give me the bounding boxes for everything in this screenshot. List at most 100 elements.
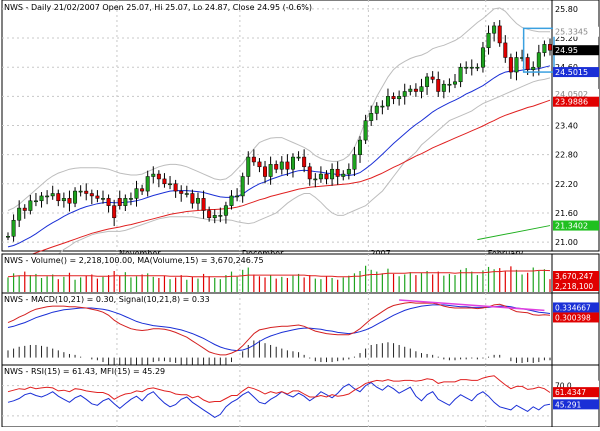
rsi-label-box — [553, 387, 599, 398]
candle-body — [475, 66, 480, 69]
candle-body — [151, 173, 156, 177]
candle-body — [486, 32, 491, 49]
candle-body — [453, 81, 457, 85]
candle-body — [536, 52, 541, 68]
candle-body — [492, 25, 497, 34]
candle-body — [413, 88, 418, 92]
candle-body — [447, 83, 452, 86]
price-value-label-box — [553, 220, 599, 231]
candle-body — [341, 173, 346, 177]
price-tick-label: 25.20 — [555, 34, 578, 43]
candle-body — [508, 57, 513, 73]
candle-body — [123, 198, 128, 206]
candle-body — [89, 193, 94, 197]
candle-body — [145, 176, 150, 192]
candle-body — [246, 156, 251, 177]
rsi-label: 45.291 — [555, 400, 581, 409]
candle-body — [290, 156, 295, 170]
candle-body — [391, 96, 396, 100]
candle-body — [302, 156, 307, 168]
candle-body — [430, 76, 435, 80]
candle-body — [235, 195, 240, 198]
macd-signal-line — [7, 304, 551, 352]
candle-body — [503, 42, 508, 58]
candle-body — [279, 161, 284, 170]
price-value-label-box — [553, 88, 599, 99]
candle-body — [285, 161, 290, 170]
candle-body — [17, 207, 22, 221]
candle-body — [464, 66, 469, 69]
lower-band-line — [7, 77, 551, 284]
candle-body — [240, 176, 245, 197]
candle-body — [324, 173, 329, 180]
price-tick-label: 22.80 — [555, 151, 578, 160]
candle-body — [67, 198, 72, 204]
candle-body — [39, 195, 44, 202]
candle-body — [402, 91, 407, 97]
price-tick-label: 21.60 — [555, 209, 578, 218]
candle-body — [95, 195, 100, 199]
candle-body — [251, 156, 256, 163]
macd-line — [7, 301, 551, 356]
candle-body — [179, 190, 184, 194]
rsi-label: 70.0 — [555, 382, 572, 391]
candle-body — [330, 168, 335, 180]
candle-body — [318, 173, 323, 180]
candle-body — [458, 66, 463, 83]
price-value-label: 24.0502 — [555, 90, 588, 99]
candle-body — [525, 57, 530, 70]
candle-body — [369, 113, 374, 121]
price-value-label-box — [553, 96, 599, 107]
candle-body — [419, 86, 424, 92]
candle-body — [335, 168, 340, 177]
price-value-label-box — [553, 67, 599, 78]
rsi-panel-title: NWS - RSI(15) = 61.43, MFI(15) = 45.29 — [4, 367, 165, 376]
candle-body — [296, 156, 301, 159]
candle-body — [50, 193, 55, 197]
short-moving-average-line — [7, 65, 551, 248]
candle-body — [531, 66, 536, 70]
candle-body — [480, 47, 485, 68]
candle-body — [548, 44, 552, 51]
candle-body — [263, 166, 268, 177]
price-value-label: 24.5015 — [555, 68, 588, 77]
macd-label-box — [553, 302, 599, 313]
rsi-label: 61.4347 — [555, 388, 586, 397]
candle-body — [128, 198, 133, 200]
price-value-label: 23.9886 — [555, 98, 588, 107]
candle-body — [207, 210, 212, 219]
candle-body — [190, 193, 195, 204]
candle-body — [313, 178, 318, 181]
candle-body — [45, 195, 50, 198]
rsi-line — [7, 375, 551, 403]
price-value-label-box — [553, 26, 599, 37]
candle-body — [380, 105, 385, 108]
candle-body — [363, 120, 368, 141]
candle-body — [195, 198, 200, 204]
candle-body — [218, 215, 223, 217]
candle-body — [22, 207, 27, 211]
long-moving-average-line — [7, 99, 551, 262]
volume-panel-title: NWS - Volume() = 2,218,100.00, MA(Volume… — [4, 256, 264, 265]
candle-body — [374, 105, 379, 114]
candle-body — [56, 193, 61, 202]
candle-body — [352, 154, 357, 170]
price-header: NWS - Daily 21/02/2007 Open 25.07, Hi 25… — [4, 3, 312, 12]
price-tick-label: 25.80 — [555, 5, 578, 14]
candle-body — [385, 96, 390, 107]
macd-label: 0.300398 — [555, 313, 591, 322]
candle-body — [425, 76, 430, 87]
price-value-label-box — [553, 45, 599, 56]
price-panel: 25.8025.2024.6024.0023.4022.8022.2021.60… — [1, 0, 600, 284]
candle-body — [212, 215, 217, 219]
candle-body — [469, 66, 474, 69]
volume-label: 2,218,100 — [555, 282, 593, 291]
candle-body — [84, 190, 89, 194]
candle-body — [358, 139, 363, 155]
candle-body — [61, 198, 66, 202]
green-trendline — [477, 225, 551, 241]
candle-body — [117, 198, 122, 206]
candle-body — [78, 190, 83, 193]
